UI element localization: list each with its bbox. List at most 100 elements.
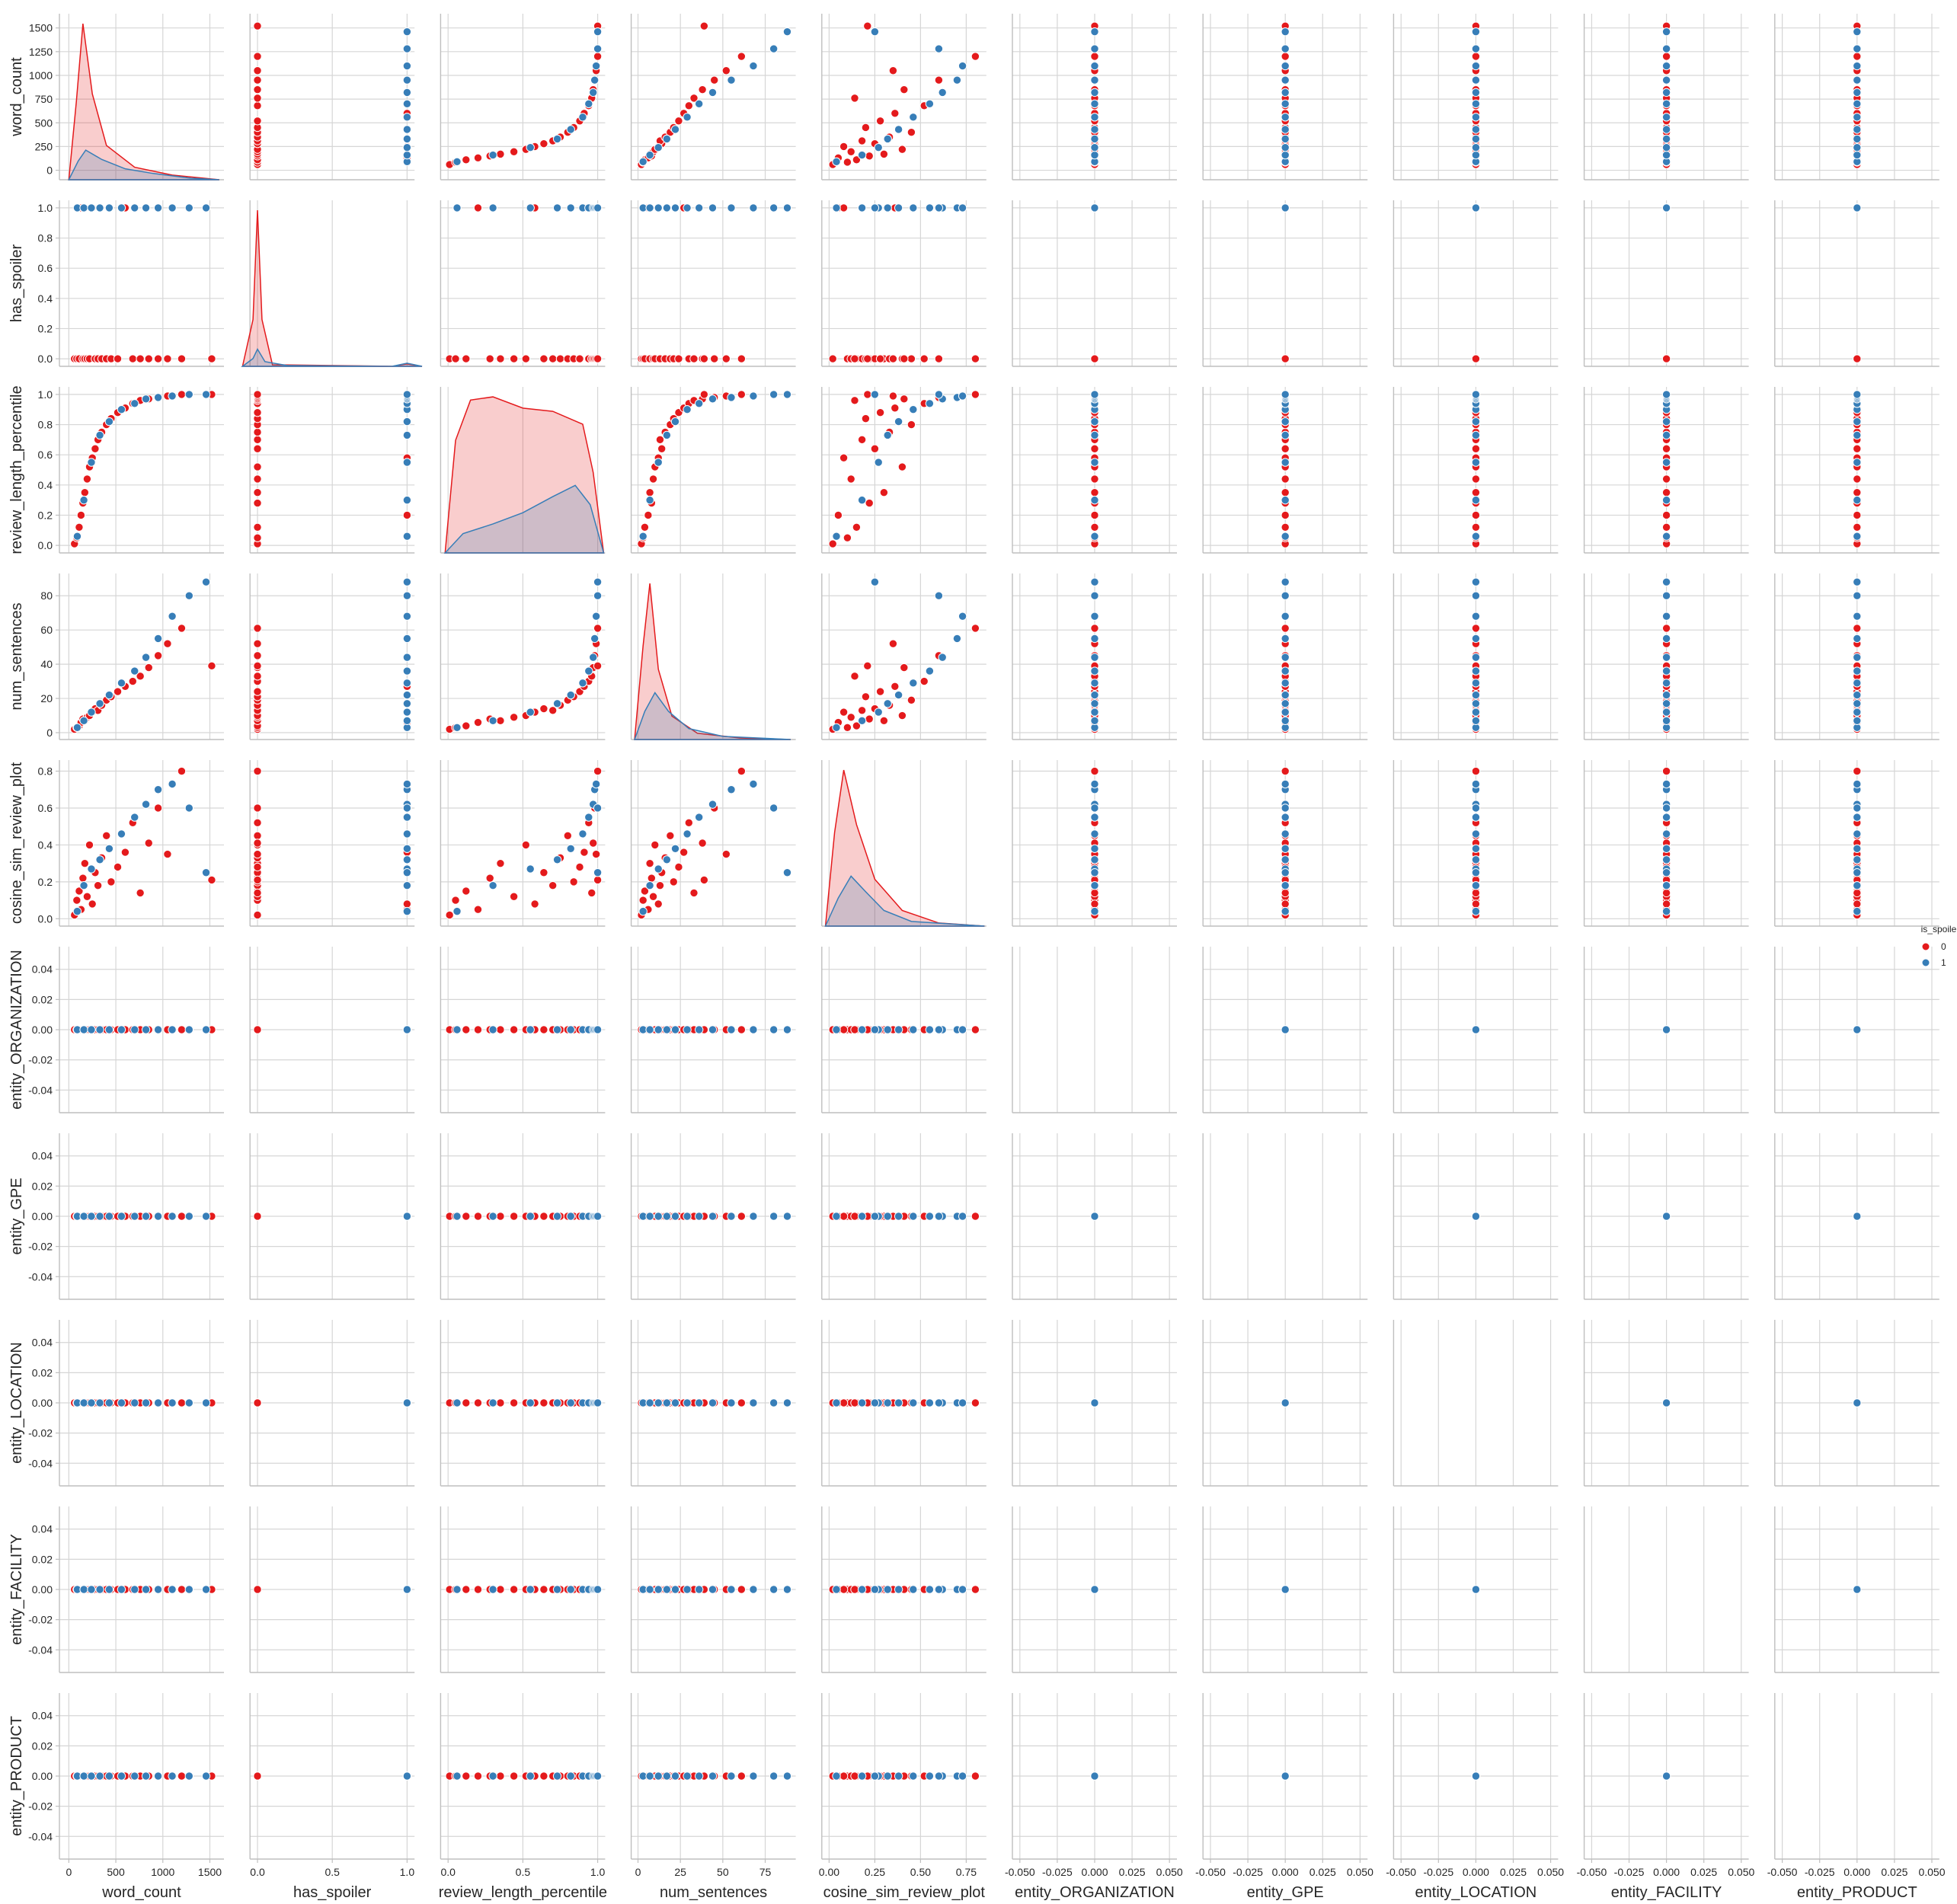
point-series-1 — [1661, 612, 1671, 621]
point-series-1 — [1281, 75, 1290, 85]
panel-entity_GPE-vs-entity_LOCATION — [1393, 1133, 1559, 1300]
point-series-1 — [1281, 690, 1290, 700]
panel-entity_LOCATION-vs-entity_GPE — [1202, 1320, 1368, 1487]
ytick-label: -0.02 — [28, 1800, 53, 1813]
point-series-0 — [1471, 354, 1481, 363]
xtick-label: 500 — [107, 1866, 125, 1878]
point-series-1 — [488, 1398, 497, 1407]
point-series-1 — [153, 1771, 163, 1781]
point-series-1 — [1090, 125, 1099, 134]
point-series-1 — [402, 612, 412, 621]
point-series-1 — [1661, 699, 1671, 708]
point-series-1 — [694, 1585, 704, 1594]
point-series-1 — [782, 27, 792, 37]
point-series-1 — [72, 532, 82, 541]
point-series-1 — [566, 1398, 575, 1407]
panel-has_spoiler-vs-word_count: 0.0 0.2 0.4 0.6 0.8 1.0 has_spoiler — [8, 200, 224, 367]
point-series-0 — [177, 766, 187, 776]
point-series-1 — [452, 203, 462, 212]
point-series-0 — [163, 849, 172, 859]
point-series-0 — [78, 874, 88, 883]
panel-entity_GPE-vs-has_spoiler — [249, 1133, 415, 1300]
point-series-1 — [1471, 612, 1481, 621]
point-series-1 — [727, 203, 736, 212]
point-series-1 — [654, 142, 663, 152]
point-series-1 — [184, 591, 194, 600]
point-series-0 — [496, 1025, 505, 1034]
ylabel-cosine_sim_review_plot: cosine_sim_review_plot — [8, 762, 25, 924]
point-series-1 — [104, 203, 114, 212]
point-series-1 — [1661, 1398, 1671, 1407]
point-series-0 — [689, 354, 699, 363]
point-series-0 — [971, 1025, 980, 1034]
point-series-1 — [894, 1771, 903, 1781]
panel-entity_GPE-vs-entity_ORGANIZATION — [1012, 1133, 1177, 1300]
point-series-1 — [894, 1398, 903, 1407]
point-series-0 — [737, 390, 747, 399]
panel-cosine_sim_review_plot-vs-has_spoiler — [249, 760, 415, 927]
point-series-0 — [539, 704, 548, 714]
point-series-0 — [473, 1771, 483, 1781]
xlabel-entity_FACILITY: entity_FACILITY — [1611, 1884, 1722, 1901]
point-series-1 — [952, 75, 962, 85]
point-series-1 — [683, 1398, 692, 1407]
point-series-1 — [1090, 44, 1099, 53]
ytick-label: 1.0 — [38, 388, 53, 401]
ytick-label: -0.04 — [28, 1644, 53, 1656]
point-series-1 — [1471, 88, 1481, 97]
point-series-0 — [82, 892, 92, 901]
point-series-0 — [640, 887, 650, 896]
panel-word_count-vs-word_count: 0 250 500 750 1000 1250 1500 word_count — [8, 14, 224, 180]
point-series-1 — [488, 150, 497, 160]
point-series-0 — [870, 444, 880, 453]
point-series-1 — [782, 1212, 792, 1221]
point-series-1 — [769, 390, 779, 399]
point-series-1 — [1090, 458, 1099, 467]
point-series-1 — [104, 417, 114, 426]
point-series-1 — [1661, 634, 1671, 644]
point-series-0 — [253, 803, 262, 813]
point-series-0 — [462, 1212, 471, 1221]
ytick-label: 750 — [35, 93, 53, 105]
point-series-1 — [727, 1025, 736, 1034]
point-series-1 — [894, 203, 903, 212]
point-series-1 — [588, 88, 598, 97]
panel-entity_ORGANIZATION-vs-review_length_percentile — [440, 947, 606, 1113]
panel-entity_PRODUCT-vs-num_sentences: 0 25 50 75 num_sentences — [630, 1693, 796, 1901]
point-series-1 — [654, 1212, 663, 1221]
point-series-1 — [1661, 906, 1671, 916]
point-series-0 — [253, 687, 262, 696]
point-series-1 — [870, 1585, 880, 1594]
point-series-0 — [509, 713, 519, 722]
point-series-1 — [1661, 679, 1671, 688]
point-series-1 — [153, 393, 163, 402]
point-series-1 — [1090, 75, 1099, 85]
point-series-1 — [1661, 813, 1671, 822]
ytick-label: 0.8 — [38, 765, 53, 778]
point-series-1 — [1471, 134, 1481, 144]
point-series-1 — [184, 1585, 194, 1594]
point-series-0 — [539, 1398, 548, 1407]
point-series-1 — [1090, 855, 1099, 864]
point-series-1 — [934, 1398, 944, 1407]
point-series-0 — [136, 888, 145, 898]
point-series-0 — [971, 1398, 980, 1407]
point-series-1 — [1090, 779, 1099, 789]
point-series-1 — [782, 868, 792, 877]
point-series-0 — [852, 155, 862, 165]
xtick-label: 0.75 — [956, 1866, 977, 1878]
point-series-1 — [1090, 591, 1099, 600]
point-series-0 — [1090, 510, 1099, 520]
point-series-1 — [874, 142, 883, 152]
point-series-0 — [721, 66, 731, 75]
point-series-0 — [1090, 444, 1099, 453]
point-series-1 — [894, 125, 903, 134]
point-series-1 — [95, 1025, 104, 1034]
ytick-label: 0.02 — [32, 1180, 53, 1192]
ytick-label: 1500 — [29, 22, 53, 34]
point-series-0 — [402, 899, 412, 909]
panel-entity_PRODUCT-vs-entity_GPE: -0.050 -0.025 0.000 0.025 0.050 entity_GPE — [1195, 1693, 1373, 1901]
point-series-1 — [452, 1771, 462, 1781]
point-series-1 — [1281, 906, 1290, 916]
